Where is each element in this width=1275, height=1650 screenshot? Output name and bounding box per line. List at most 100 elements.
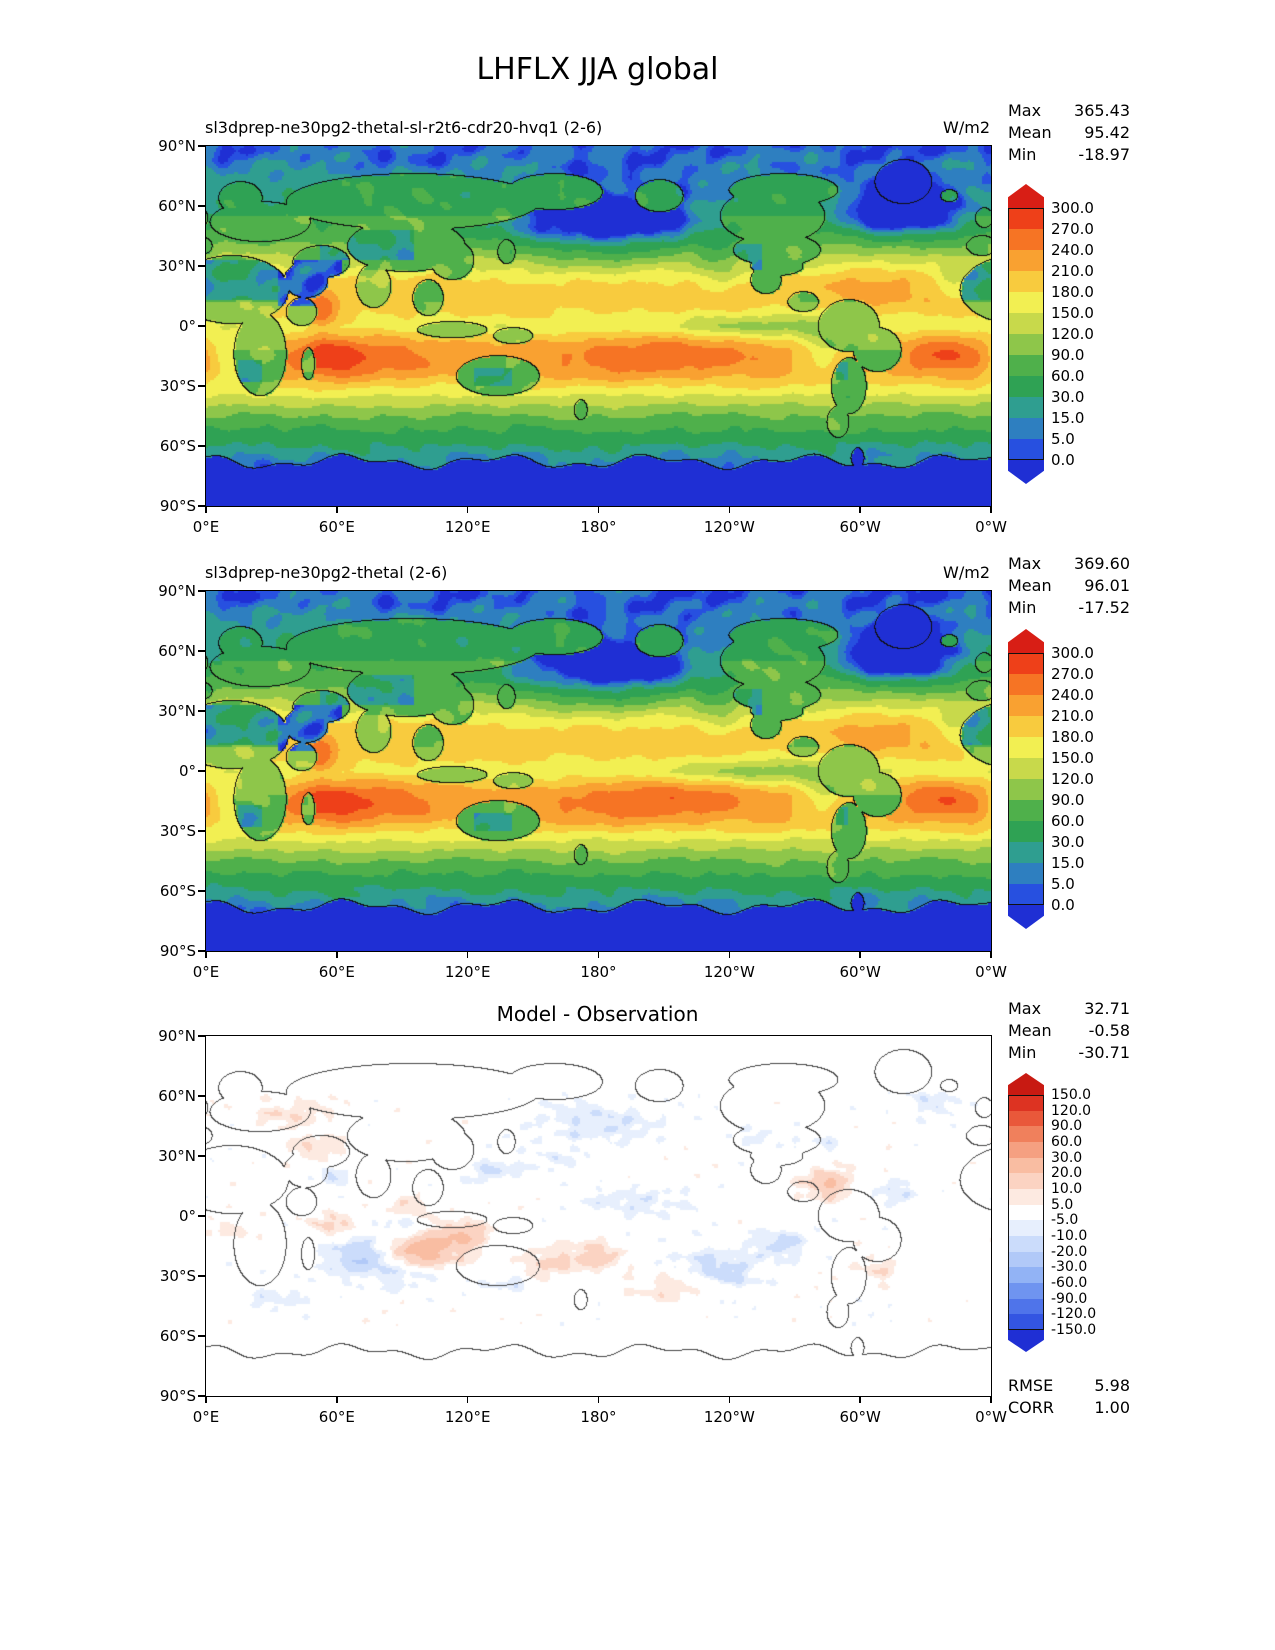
colorbar-tick-label: 5.0 xyxy=(1051,875,1075,893)
lat-tick xyxy=(198,770,205,772)
panel-model: sl3dprep-ne30pg2-thetal-sl-r2t6-cdr20-hv… xyxy=(0,100,1275,545)
stat-mean-label: Mean xyxy=(1008,576,1052,595)
colorbar-tick-label: -10.0 xyxy=(1051,1228,1088,1244)
panel-reference-stats: Max 369.60 Mean 96.01 Min -17.52 xyxy=(1008,553,1130,619)
colorbar-segment xyxy=(1008,334,1044,356)
colorbar-tick-label: 150.0 xyxy=(1051,749,1094,767)
stat-row-rmse: RMSE 5.98 xyxy=(1008,1375,1130,1397)
lat-tick xyxy=(198,590,205,592)
panel-reference-title: sl3dprep-ne30pg2-thetal (2-6) xyxy=(205,563,448,582)
lat-tick xyxy=(198,1275,205,1277)
colorbar-segment xyxy=(1008,1251,1044,1269)
lat-tick-label: 60°S xyxy=(159,437,196,455)
colorbar-tick-label: 240.0 xyxy=(1051,241,1094,259)
lon-tick-label: 0°W xyxy=(975,1408,1007,1426)
colorbar-tick-label: 60.0 xyxy=(1051,812,1085,830)
stat-max-value: 32.71 xyxy=(1084,999,1130,1018)
stat-row-mean: Mean -0.58 xyxy=(1008,1020,1130,1042)
colorbar-segment xyxy=(1008,250,1044,272)
stat-mean-value: 96.01 xyxy=(1084,576,1130,595)
lat-tick-label: 0° xyxy=(178,762,196,780)
colorbar-tick-label: 300.0 xyxy=(1051,644,1094,662)
colorbar-segment xyxy=(1008,842,1044,864)
colorbar-tick-label: 0.0 xyxy=(1051,896,1075,914)
lon-tick-label: 120°E xyxy=(444,963,491,981)
colorbar-tick-label: 5.0 xyxy=(1051,1196,1074,1213)
stat-max-value: 369.60 xyxy=(1074,554,1130,573)
lon-tick xyxy=(990,951,992,958)
lon-tick xyxy=(336,1396,338,1403)
lon-tick-label: 60°E xyxy=(318,518,355,536)
stat-max-label: Max xyxy=(1008,554,1042,573)
stat-row-mean: Mean 95.42 xyxy=(1008,122,1130,144)
lon-tick xyxy=(205,951,207,958)
panel-difference-stats: Max 32.71 Mean -0.58 Min -30.71 xyxy=(1008,998,1130,1064)
lon-tick-label: 0°E xyxy=(192,518,220,536)
panel-difference-metrics: RMSE 5.98 CORR 1.00 xyxy=(1008,1375,1130,1419)
colorbar-tick-label: -20.0 xyxy=(1051,1243,1088,1260)
colorbar-segment xyxy=(1008,376,1044,398)
lon-tick xyxy=(597,951,600,958)
colorbar-segment xyxy=(1008,1267,1044,1284)
lon-tick xyxy=(336,951,338,958)
lon-tick-label: 60°W xyxy=(839,1408,881,1426)
stat-min-value: -30.71 xyxy=(1078,1043,1130,1062)
colorbar-segment xyxy=(1008,208,1044,230)
lon-tick xyxy=(728,951,731,958)
stat-max-label: Max xyxy=(1008,999,1042,1018)
map-canvas-reference xyxy=(206,591,991,951)
lat-tick xyxy=(198,950,205,952)
lon-tick-label: 120°W xyxy=(703,963,755,981)
lat-tick-label: 60°N xyxy=(158,197,196,215)
panel-reference-units-label: W/m2 xyxy=(943,563,990,582)
lon-tick-label: 0°E xyxy=(192,1408,220,1426)
lat-tick-label: 60°S xyxy=(159,882,196,900)
lat-tick xyxy=(198,325,205,327)
map-canvas-difference xyxy=(206,1036,991,1396)
stat-min-label: Min xyxy=(1008,1043,1037,1062)
colorbar-segment xyxy=(1008,1189,1044,1206)
colorbar-tick-label: 90.0 xyxy=(1051,791,1085,809)
colorbar-segment xyxy=(1008,1126,1044,1143)
lat-tick xyxy=(198,205,205,207)
colorbar-tick-label: 270.0 xyxy=(1051,220,1094,238)
colorbar-tick-label: 30.0 xyxy=(1051,1149,1083,1166)
lon-tick-label: 60°E xyxy=(318,1408,355,1426)
colorbar-tick-label: 90.0 xyxy=(1051,346,1085,364)
colorbar-tick-label: -120.0 xyxy=(1051,1306,1097,1323)
stat-row-max: Max 365.43 xyxy=(1008,100,1130,122)
lat-tick xyxy=(198,145,205,147)
lat-tick xyxy=(198,385,205,387)
lon-tick-label: 180° xyxy=(580,1408,617,1426)
colorbar-segment xyxy=(1008,758,1044,780)
colorbar-segment xyxy=(1008,653,1044,675)
lon-tick xyxy=(466,951,469,958)
lon-tick xyxy=(728,1396,731,1403)
colorbar-segment xyxy=(1008,695,1044,717)
lat-tick-label: 30°N xyxy=(158,702,196,720)
colorbar-segment xyxy=(1008,229,1044,251)
lon-tick xyxy=(859,506,861,513)
lat-tick xyxy=(198,1095,205,1097)
lon-tick-label: 0°W xyxy=(975,518,1007,536)
lat-tick xyxy=(198,265,205,267)
colorbar-tick-label: 120.0 xyxy=(1051,1102,1092,1119)
lat-tick xyxy=(198,710,205,712)
colorbar-segment xyxy=(1008,271,1044,293)
stat-rmse-value: 5.98 xyxy=(1094,1376,1130,1395)
lat-tick xyxy=(198,890,205,892)
colorbar-tick-label: 30.0 xyxy=(1051,833,1085,851)
lon-tick xyxy=(859,1396,861,1403)
lon-tick xyxy=(597,506,600,513)
colorbar-tick-label: 150.0 xyxy=(1051,1087,1092,1103)
lon-tick xyxy=(728,506,731,513)
lat-tick-label: 90°S xyxy=(159,942,196,960)
stat-row-corr: CORR 1.00 xyxy=(1008,1397,1130,1419)
lat-tick-label: 30°N xyxy=(158,1147,196,1165)
colorbar-segment xyxy=(1008,863,1044,885)
lon-tick-label: 0°E xyxy=(192,963,220,981)
colorbar-tick-label: 240.0 xyxy=(1051,686,1094,704)
colorbar-tick-label: 30.0 xyxy=(1051,388,1085,406)
colorbar-tick-label: 15.0 xyxy=(1051,854,1085,872)
